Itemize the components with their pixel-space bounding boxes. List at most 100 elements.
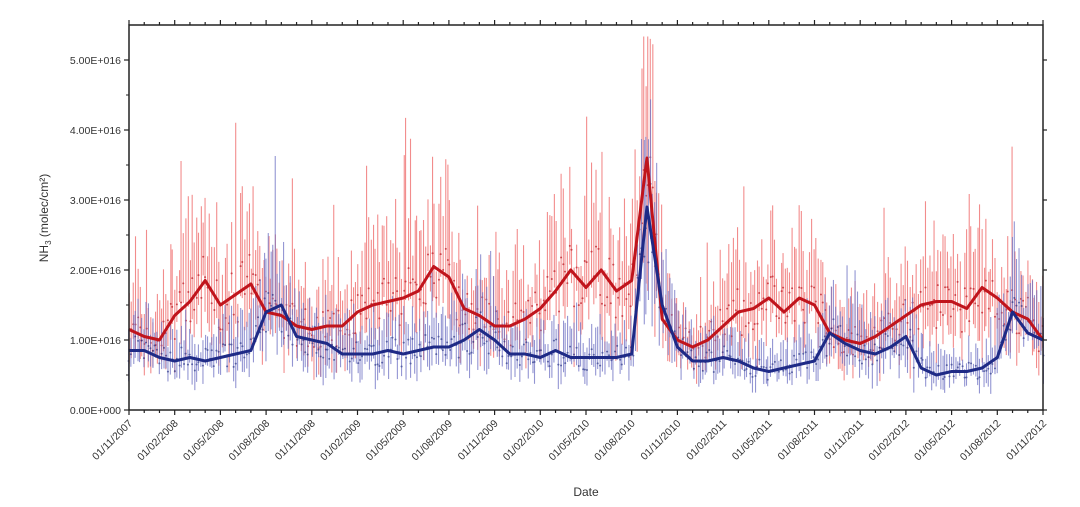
data-point [409,281,412,284]
data-point [814,300,817,303]
data-point [603,304,606,307]
data-point [590,250,593,253]
data-point [433,282,436,285]
data-point [817,358,820,361]
data-point [468,352,471,355]
data-point [433,337,436,340]
data-point [440,338,443,341]
data-point [1033,331,1036,334]
data-point [788,372,791,375]
data-point [854,355,857,358]
data-point [581,297,584,300]
data-point [560,364,563,367]
data-point [793,319,796,322]
data-point [871,363,874,366]
y-axis: 0.00E+000 1.00E+016 2.00E+016 3.00E+016 4.00… [70,55,1047,417]
data-point [415,356,418,359]
data-point [193,308,196,311]
data-point [428,341,431,344]
data-point [1018,332,1021,335]
data-point [407,267,410,270]
data-point [629,305,632,308]
data-point [920,357,923,360]
data-point [960,330,963,333]
data-point [553,270,556,273]
data-point [625,297,628,300]
data-point [747,321,750,324]
data-point [232,365,235,368]
data-point [243,292,246,295]
data-point [487,352,490,355]
data-point [769,366,772,369]
data-point [162,320,165,323]
data-point [501,355,504,358]
data-point [681,338,684,341]
data-point [819,293,822,296]
data-point [762,365,765,368]
data-point [621,314,624,317]
data-point [378,317,381,320]
data-point [280,330,283,333]
y-axis-label: NH3 (molec/cm²) [37,174,53,262]
data-point [592,353,595,356]
data-point [435,296,438,299]
data-point [558,310,561,313]
data-point [749,372,752,375]
data-point [952,307,955,310]
data-point [173,370,176,373]
data-point [183,363,186,366]
data-point [271,293,274,296]
data-point [1018,301,1021,304]
data-point [983,370,986,373]
data-point [195,363,198,366]
data-point [139,326,142,329]
data-point [449,349,452,352]
data-point [836,325,839,328]
data-point [608,257,611,260]
data-point [213,309,216,312]
data-point [911,339,914,342]
data-point [210,302,213,305]
data-point [359,358,362,361]
data-point [202,255,205,258]
x-axis-label: Date [573,485,599,499]
data-point [226,365,229,368]
data-point [470,351,473,354]
data-point [542,299,545,302]
data-point [367,287,370,290]
data-point [522,343,525,346]
data-point [376,291,379,294]
data-point [166,370,169,373]
data-point [544,309,547,312]
data-point [250,292,253,295]
data-point [891,327,894,330]
data-point [239,265,242,268]
data-point [437,278,440,281]
data-point [444,353,447,356]
data-point [520,309,523,312]
data-point [507,355,510,358]
data-point [601,351,604,354]
data-point [166,319,169,322]
data-point [1037,350,1040,353]
data-point [596,362,599,365]
data-point [965,376,968,379]
data-point [415,283,418,286]
data-point [245,353,248,356]
data-point [828,342,831,345]
data-point [758,358,761,361]
data-point [782,369,785,372]
data-point [599,293,602,296]
data-point [933,298,936,301]
data-point [608,354,611,357]
data-point [937,364,940,367]
data-point [254,274,257,277]
data-point [317,348,320,351]
data-point [900,343,903,346]
plot-area [127,36,1045,394]
data-point [169,351,172,354]
data-point [210,349,213,352]
data-point [204,347,207,350]
data-point [322,356,325,359]
data-point [742,299,745,302]
